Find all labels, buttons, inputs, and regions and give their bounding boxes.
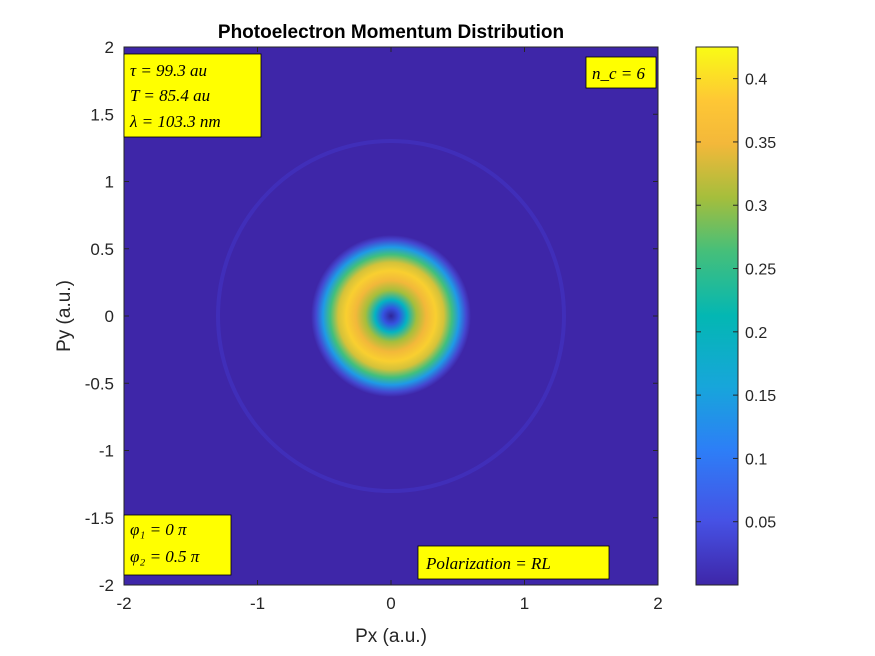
svg-text:φ₁ = 0 π: φ₁ = 0 π (130, 520, 187, 539)
main-ring (311, 235, 471, 397)
y-tick-label: 2 (105, 38, 114, 57)
annotation-top-left: τ = 99.3 au T = 85.4 au λ = 103.3 nm (123, 53, 262, 138)
svg-text:T = 85.4 au: T = 85.4 au (130, 86, 210, 105)
annotation-top-right: n_c = 6 (585, 56, 657, 89)
colorbar-tick-label: 0.25 (745, 262, 776, 279)
x-tick-label: -2 (116, 594, 131, 613)
svg-text:n_c = 6: n_c = 6 (592, 64, 646, 83)
y-tick-label: -0.5 (85, 374, 114, 393)
y-tick-label: -1 (99, 442, 114, 461)
y-tick-label: 0.5 (90, 240, 114, 259)
x-tick-label: 0 (386, 594, 395, 613)
y-tick-label: 1 (105, 173, 114, 192)
y-tick-label: 0 (105, 307, 114, 326)
colorbar-tick-label: 0.15 (745, 388, 776, 405)
x-tick-label: 2 (653, 594, 662, 613)
x-axis: -2 -1 0 1 2 (116, 47, 663, 613)
colorbar-ticks: 0.4 0.35 0.3 0.25 0.2 0.15 0.1 0.05 (696, 72, 776, 532)
faint-outer-ring (216, 139, 566, 493)
chart-title: Photoelectron Momentum Distribution (218, 22, 564, 43)
colorbar-tick-label: 0.1 (745, 451, 767, 468)
colorbar-tick-label: 0.4 (745, 72, 767, 89)
y-axis-label: Py (a.u.) (54, 280, 75, 352)
annotation-bottom-right: Polarization = RL (417, 545, 610, 580)
y-tick-label: -1.5 (85, 509, 114, 528)
colorbar (695, 46, 739, 586)
x-tick-label: -1 (250, 594, 265, 613)
svg-text:Polarization = RL: Polarization = RL (425, 554, 551, 573)
svg-text:λ = 103.3 nm: λ = 103.3 nm (129, 112, 221, 131)
colorbar-tick-label: 0.05 (745, 515, 776, 532)
annotation-bottom-left: φ₁ = 0 π φ₂ = 0.5 π (123, 514, 232, 576)
colorbar-tick-label: 0.3 (745, 198, 767, 215)
colorbar-tick-label: 0.35 (745, 135, 776, 152)
y-tick-label: -2 (99, 576, 114, 595)
x-tick-label: 1 (520, 594, 529, 613)
svg-text:τ = 99.3 au: τ = 99.3 au (130, 61, 207, 80)
svg-text:φ₂ = 0.5 π: φ₂ = 0.5 π (130, 547, 200, 566)
y-tick-label: 1.5 (90, 105, 114, 124)
x-axis-label: Px (a.u.) (355, 626, 427, 647)
colorbar-tick-label: 0.2 (745, 325, 767, 342)
